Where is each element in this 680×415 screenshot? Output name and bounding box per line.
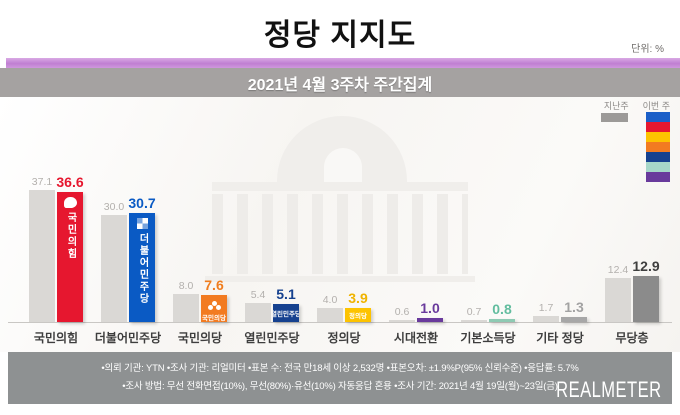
party-group-8: 1.7 1.3 기타 정당 (524, 170, 596, 345)
legend-last-week-label: 지난주 (603, 101, 629, 111)
assembly-columns-watermark (212, 194, 468, 274)
legend-labels: 지난주 이번 주 (604, 99, 670, 112)
ppp-party-logo-icon (63, 196, 77, 208)
peoples-party-clover-icon (207, 300, 221, 310)
value-this-week: 1.3 (564, 299, 584, 316)
bar-this-week: 36.6 국민의힘 (56, 174, 84, 322)
legend-last-week-swatch (601, 113, 628, 122)
democratic-party-logo-icon (136, 217, 148, 229)
bar-last-week: 30.0 (101, 201, 127, 322)
subtitle-band: 2021년 4월 3주차 주간집계 (0, 68, 680, 97)
party-group-6: 0.6 1.0 시대전환 (380, 170, 452, 345)
party-group-9: 12.4 12.9 무당층 (596, 170, 668, 345)
party-group-2: 30.0 30.7 더불어민주당 더불어민주당 (92, 170, 164, 345)
subtitle-text: 2021년 4월 3주차 주간집계 (247, 76, 433, 94)
bar-last-week: 12.4 (605, 264, 631, 322)
value-this-week: 5.1 (276, 285, 296, 302)
bar-content: 정의당 (345, 308, 371, 322)
bar-content: 열린민주당 (273, 304, 299, 322)
bar-groups: 37.1 36.6 국민의힘 국민의힘 30.0 30.7 더불어민주당 더불어민주당 8.0 7… (20, 170, 668, 345)
bar-last-week: 1.7 (533, 302, 559, 322)
category-label: 정의당 (327, 331, 361, 345)
page-title: 정당 지지도 (263, 19, 417, 52)
value-last-week: 0.6 (394, 305, 410, 318)
value-last-week: 0.7 (466, 305, 482, 318)
party-group-4: 5.4 5.1 열린민주당 열린민주당 (236, 170, 308, 345)
bar-this-week: 7.6 국민의당 (201, 277, 227, 322)
category-label: 더불어민주당 (94, 331, 162, 345)
bar-last-week: 0.6 (389, 306, 415, 322)
legend-stack-color-3 (646, 132, 670, 142)
legend-stack-color-2 (646, 122, 670, 132)
category-label: 기본소득당 (460, 331, 516, 345)
party-group-7: 0.7 0.8 기본소득당 (452, 170, 524, 345)
survey-footnote-line-2: •조사 방법: 무선 전화면접(10%), 무선(80%)·유선(10%) 자동… (122, 381, 558, 392)
assembly-dome-arch-watermark (324, 148, 362, 182)
value-this-week: 1.0 (420, 300, 440, 317)
in-bar-party-name: 열린민주당 (273, 310, 299, 318)
legend-stack-color-6 (646, 162, 670, 172)
legend-stack-color-4 (646, 142, 670, 152)
category-label: 기타 정당 (536, 331, 584, 345)
bar-content: 더불어민주당 (129, 213, 155, 322)
bar-last-week: 4.0 (317, 294, 343, 322)
bar-this-week: 0.8 (489, 301, 515, 322)
bar-content: 국민의당 (201, 295, 227, 322)
assembly-base-watermark (205, 276, 475, 282)
value-last-week: 37.1 (31, 175, 53, 188)
value-last-week: 5.4 (250, 288, 266, 301)
value-last-week: 4.0 (322, 293, 338, 306)
party-group-1: 37.1 36.6 국민의힘 국민의힘 (20, 170, 92, 345)
in-bar-party-name: 국민의힘 (65, 211, 76, 260)
value-last-week: 1.7 (538, 301, 554, 314)
bar-last-week: 8.0 (173, 280, 199, 322)
bar-this-week: 5.1 열린민주당 (273, 286, 299, 322)
survey-footnote-line-1: •의뢰 기관: YTN •조사 기관: 리얼미터 •표본 수: 전국 만18세 … (101, 363, 579, 374)
legend-stack-color-1 (646, 112, 670, 122)
bar-last-week: 37.1 (29, 176, 55, 322)
in-bar-party-name: 정의당 (349, 313, 367, 321)
chart-region: 지난주 이번 주 37.1 36.6 국민의힘 국민의힘 30.0 30.7 더불어민주당 더불… (0, 97, 680, 352)
value-last-week: 8.0 (178, 279, 194, 292)
unit-label: 단위: % (631, 44, 664, 55)
category-label: 국민의힘 (33, 331, 79, 345)
legend-this-week-label: 이번 주 (642, 101, 670, 111)
category-label: 무당층 (615, 331, 649, 345)
bar-last-week: 0.7 (461, 306, 487, 322)
category-label: 열린민주당 (244, 331, 300, 345)
x-axis-line (8, 322, 672, 323)
value-this-week: 3.9 (348, 290, 368, 307)
bar-content: 국민의힘 (57, 192, 83, 322)
in-bar-party-name: 국민의당 (202, 314, 226, 322)
bar-this-week: 1.3 (561, 299, 587, 322)
bar-this-week: 12.9 (632, 258, 660, 322)
survey-footnote-box: •의뢰 기관: YTN •조사 기관: 리얼미터 •표본 수: 전국 만18세 … (8, 352, 672, 404)
bar-last-week: 5.4 (245, 289, 271, 322)
legend-this-week-swatch-stack (646, 112, 670, 182)
party-group-3: 8.0 7.6 국민의당 국민의당 (164, 170, 236, 345)
value-this-week: 12.9 (632, 258, 660, 275)
in-bar-party-name: 더불어민주당 (137, 232, 148, 305)
value-this-week: 30.7 (128, 194, 156, 211)
value-this-week: 0.8 (492, 301, 512, 318)
category-label: 시대전환 (393, 331, 439, 345)
realmeter-logo: REALMETER (556, 376, 662, 402)
bar-this-week: 1.0 (417, 300, 443, 322)
value-this-week: 7.6 (204, 276, 224, 293)
value-last-week: 30.0 (103, 201, 125, 214)
bar-this-week: 3.9 정의당 (345, 290, 371, 322)
bar-this-week: 30.7 더불어민주당 (128, 195, 156, 322)
value-last-week: 12.4 (607, 263, 629, 276)
value-this-week: 36.6 (56, 173, 84, 190)
assembly-architrave-watermark (212, 182, 468, 191)
purple-divider (6, 58, 680, 68)
legend-stack-color-5 (646, 152, 670, 162)
legend-stack-color-7 (646, 172, 670, 182)
party-group-5: 4.0 3.9 정의당 정의당 (308, 170, 380, 345)
category-label: 국민의당 (177, 331, 223, 345)
